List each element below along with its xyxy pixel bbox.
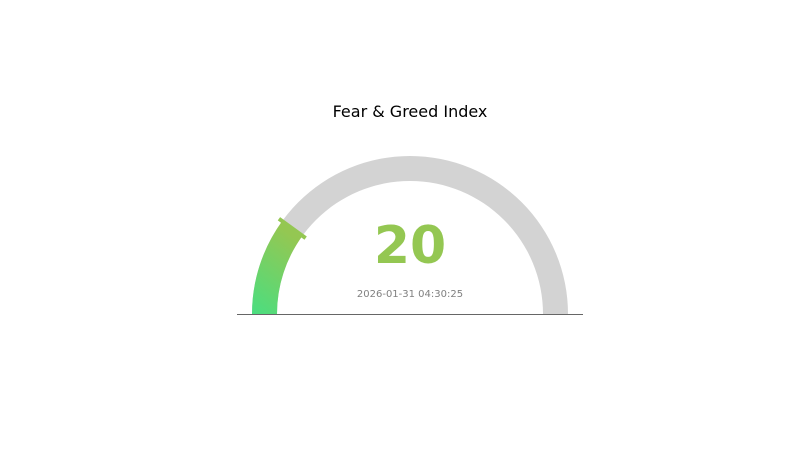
gauge-value-marker — [277, 217, 307, 240]
chart-title: Fear & Greed Index — [332, 102, 488, 121]
gauge-value-label: 20 — [374, 216, 446, 276]
gauge-track — [252, 156, 568, 314]
timestamp: 2026-01-31 04:30:25 — [357, 289, 463, 300]
gauge-fill — [252, 221, 303, 314]
